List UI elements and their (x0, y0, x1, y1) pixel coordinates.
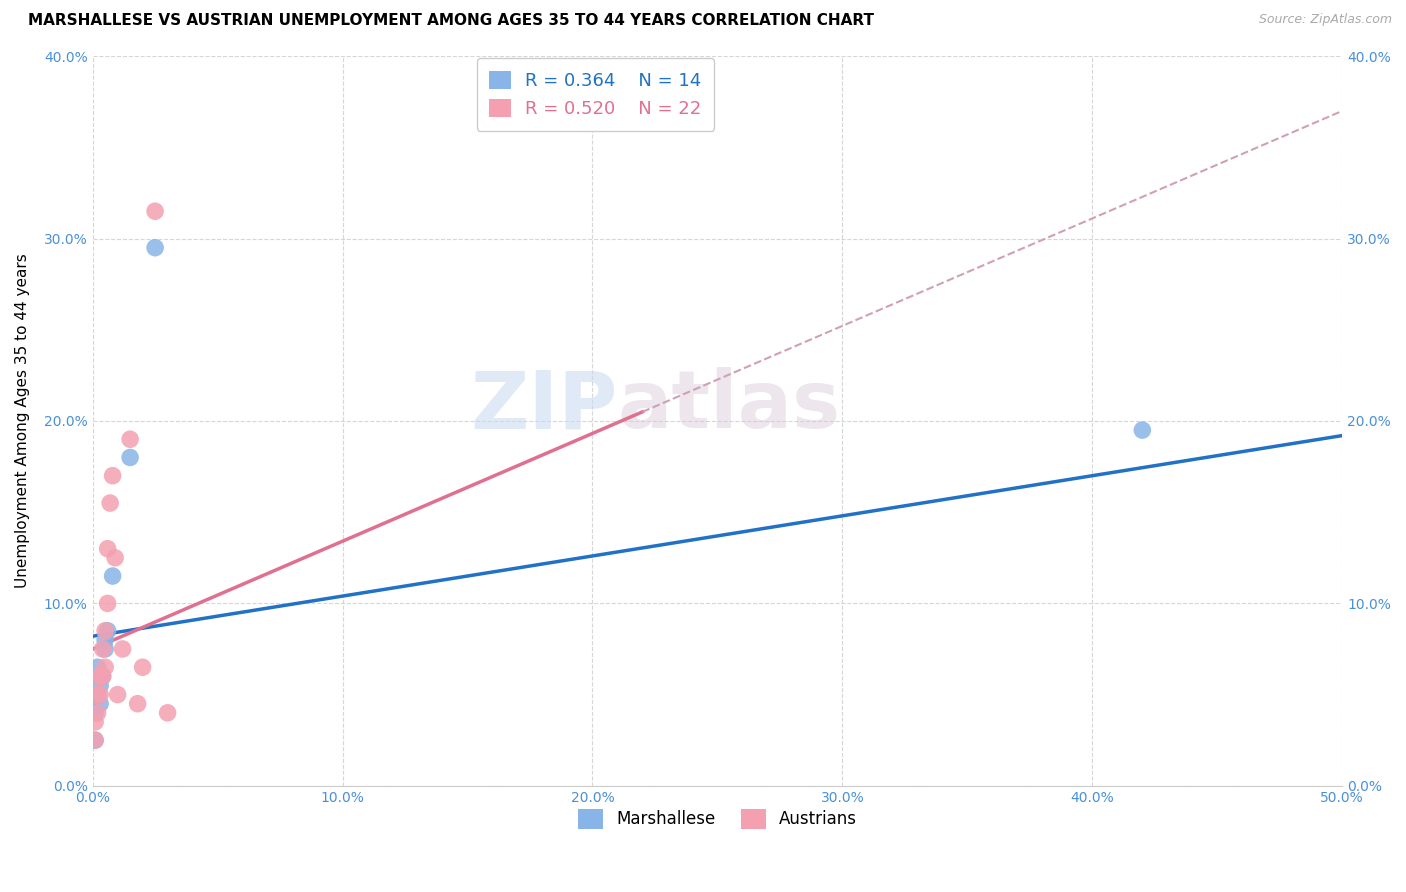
Point (89, 688, 111, 702)
Point (143, 204, 166, 219)
Point (89, 678, 111, 692)
Point (127, 697, 149, 711)
Point (120, 450, 142, 465)
Point (1130, 423, 1153, 437)
Point (91, 642, 114, 657)
Point (91, 669, 114, 683)
Point (84, 706, 107, 720)
Point (156, 706, 179, 720)
Point (104, 550, 127, 565)
Point (111, 642, 134, 657)
Point (131, 660, 153, 674)
Point (97, 596, 120, 610)
Text: atlas: atlas (617, 368, 841, 445)
Point (143, 241, 166, 255)
Point (84, 714, 107, 729)
Point (94, 632, 117, 647)
Point (84, 733, 107, 747)
Point (94, 642, 117, 657)
Text: ZIP: ZIP (470, 368, 617, 445)
Y-axis label: Unemployment Among Ages 35 to 44 years: Unemployment Among Ages 35 to 44 years (15, 253, 30, 589)
Point (107, 688, 129, 702)
Point (97, 624, 120, 638)
Text: MARSHALLESE VS AUSTRIAN UNEMPLOYMENT AMONG AGES 35 TO 44 YEARS CORRELATION CHART: MARSHALLESE VS AUSTRIAN UNEMPLOYMENT AMO… (28, 13, 875, 29)
Point (86, 660, 108, 674)
Point (94, 624, 117, 638)
Point (86, 688, 108, 702)
Point (91, 669, 114, 683)
Point (120, 432, 142, 446)
Point (101, 468, 124, 483)
Point (86, 688, 108, 702)
Point (101, 569, 124, 583)
Point (97, 541, 120, 556)
Point (86, 706, 108, 720)
Point (89, 697, 111, 711)
Point (94, 660, 117, 674)
Legend: Marshallese, Austrians: Marshallese, Austrians (571, 802, 863, 836)
Point (84, 733, 107, 747)
Point (89, 669, 111, 683)
Text: Source: ZipAtlas.com: Source: ZipAtlas.com (1258, 13, 1392, 27)
Point (98, 496, 121, 510)
